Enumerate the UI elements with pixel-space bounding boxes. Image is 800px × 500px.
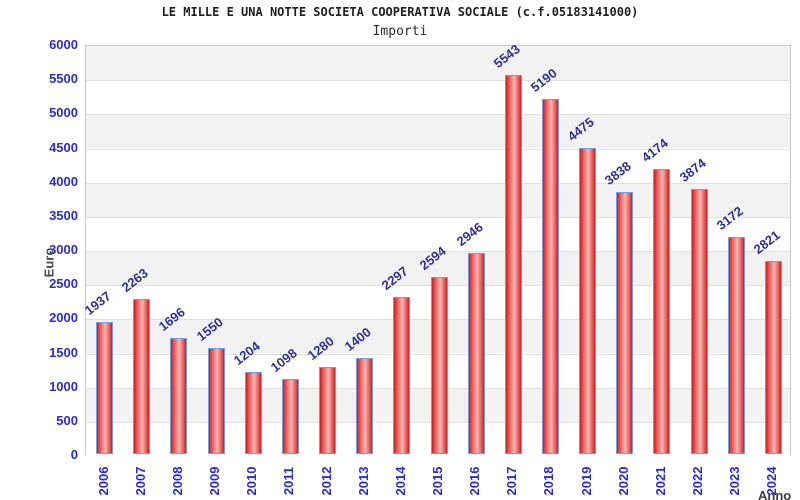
background-band xyxy=(86,80,790,115)
bar-2021 xyxy=(653,168,671,454)
y-tick-label: 4000 xyxy=(49,173,78,189)
x-tick-label: 2022 xyxy=(690,466,706,496)
x-tick-label: 2023 xyxy=(727,466,743,496)
y-tick-label: 3500 xyxy=(49,207,78,223)
y-tick-label: 500 xyxy=(56,412,78,428)
bar-2012 xyxy=(319,366,337,454)
x-tick-label: 2016 xyxy=(467,466,483,496)
y-tick-label: 2500 xyxy=(49,276,78,292)
bar-2008 xyxy=(170,338,188,454)
bar-2017 xyxy=(504,75,522,454)
bar-2024 xyxy=(764,261,782,454)
x-tick-label: 2015 xyxy=(430,466,445,496)
y-tick-label: 0 xyxy=(70,447,78,462)
x-tick-label: 2007 xyxy=(132,466,148,496)
bar-2018 xyxy=(541,99,559,454)
chart-subtitle: Importi xyxy=(372,24,428,39)
bar-2023 xyxy=(727,237,745,454)
plot-area xyxy=(85,45,791,456)
bar-2006 xyxy=(96,321,114,454)
y-tick-label: 1500 xyxy=(49,344,78,360)
x-tick-label: 2017 xyxy=(504,466,520,496)
background-band xyxy=(86,216,790,251)
bar-2010 xyxy=(244,371,262,454)
gridline xyxy=(86,251,790,252)
background-band xyxy=(86,114,790,149)
y-tick-label: 4500 xyxy=(49,139,78,155)
x-tick-label: 2020 xyxy=(615,466,631,496)
gridline xyxy=(86,216,790,218)
bar-2014 xyxy=(393,297,411,454)
y-tick-label: 1000 xyxy=(49,378,78,394)
background-band xyxy=(86,182,790,217)
x-tick-label: 2021 xyxy=(652,466,668,496)
bar-2016 xyxy=(467,252,485,454)
gridline xyxy=(86,182,790,184)
y-tick-label: 5000 xyxy=(49,105,78,121)
bar-2015 xyxy=(430,276,448,454)
y-axis-title: Euro xyxy=(41,247,57,278)
x-tick-label: 2011 xyxy=(281,466,297,496)
bar-2019 xyxy=(579,148,597,454)
background-band xyxy=(86,46,790,81)
x-tick-label: 2018 xyxy=(541,466,557,496)
bar-2011 xyxy=(281,378,299,454)
gridline xyxy=(86,80,790,82)
y-tick-label: 6000 xyxy=(49,37,78,52)
chart-title: LE MILLE E UNA NOTTE SOCIETA COOPERATIVA… xyxy=(161,5,639,19)
bar-2009 xyxy=(207,348,225,454)
x-tick-label: 2008 xyxy=(169,466,185,496)
x-tick-label: 2010 xyxy=(244,466,260,496)
x-tick-label: 2009 xyxy=(207,466,223,496)
x-tick-label: 2012 xyxy=(318,466,334,496)
y-tick-label: 3000 xyxy=(49,242,78,257)
background-band xyxy=(86,148,790,183)
x-tick-label: 2013 xyxy=(355,466,371,496)
gridline xyxy=(86,148,790,150)
bar-2022 xyxy=(690,189,708,454)
bar-2020 xyxy=(616,191,634,454)
x-tick-label: 2019 xyxy=(578,466,594,496)
bar-2013 xyxy=(356,358,374,454)
x-tick-label: 2006 xyxy=(95,466,111,496)
x-axis-title: Anno xyxy=(758,488,792,500)
bar-2007 xyxy=(133,299,151,454)
x-tick-label: 2014 xyxy=(392,466,408,496)
y-tick-label: 2000 xyxy=(49,310,78,326)
y-tick-label: 5500 xyxy=(49,71,78,87)
gridline xyxy=(86,114,790,116)
